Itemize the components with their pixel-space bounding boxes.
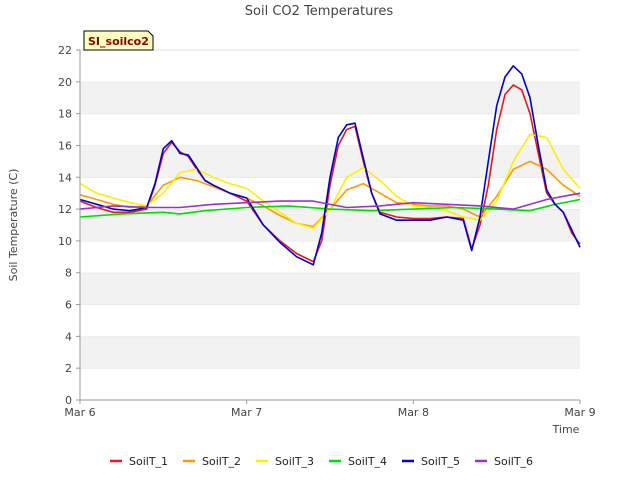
grid-band (80, 304, 580, 337)
x-tick-label: Mar 6 (64, 406, 95, 419)
y-tick-label: 6 (65, 299, 72, 312)
grid-band (80, 240, 580, 273)
site-tag-label: SI_soilco2 (88, 35, 149, 48)
y-tick-label: 0 (65, 394, 72, 407)
x-axis-ticks: Mar 6 Mar 7 Mar 8 Mar 9 (64, 400, 596, 419)
series-line-soilt-6 (79, 192, 581, 210)
y-tick-label: 2 (65, 362, 72, 375)
legend-label: SoilT_2 (202, 455, 241, 468)
grid-band (80, 272, 580, 305)
legend-label: SoilT_4 (348, 455, 387, 468)
site-tag: SI_soilco2 (83, 30, 154, 51)
y-tick-label: 12 (58, 203, 72, 216)
x-tick-label: Mar 9 (564, 406, 595, 419)
series-lines (79, 65, 581, 266)
x-tick-label: Mar 8 (398, 406, 429, 419)
y-tick-label: 10 (58, 235, 72, 248)
y-tick-label: 18 (58, 108, 72, 121)
legend-label: SoilT_1 (129, 455, 168, 468)
grid-band (80, 50, 580, 82)
y-axis-ticks: 0 2 4 6 8 10 12 14 16 18 20 22 (58, 44, 80, 407)
legend-label: SoilT_6 (494, 455, 533, 468)
y-tick-label: 4 (65, 330, 72, 343)
grid-band (80, 145, 580, 178)
y-tick-label: 22 (58, 44, 72, 57)
y-tick-label: 16 (58, 139, 72, 152)
x-tick-label: Mar 7 (231, 406, 262, 419)
y-axis-label: Soil Temperature (C) (7, 169, 20, 282)
grid-band (80, 336, 580, 369)
grid-band (80, 368, 580, 400)
y-tick-label: 14 (58, 171, 72, 184)
x-axis-label: Time (552, 423, 580, 436)
series-line-soilt-5 (79, 65, 581, 266)
grid-band (80, 209, 580, 241)
legend-label: SoilT_5 (421, 455, 460, 468)
grid-bands (80, 49, 580, 400)
legend: SoilT_1 SoilT_2 SoilT_3 SoilT_4 SoilT_5 SoilT… (110, 455, 533, 468)
legend-label: SoilT_3 (275, 455, 314, 468)
grid-band (80, 113, 580, 146)
y-tick-label: 8 (65, 267, 72, 280)
y-tick-label: 20 (58, 76, 72, 89)
site-tag-box (83, 30, 154, 51)
series-line-soilt-4 (79, 198, 581, 218)
chart-title: Soil CO2 Temperatures (245, 4, 394, 19)
